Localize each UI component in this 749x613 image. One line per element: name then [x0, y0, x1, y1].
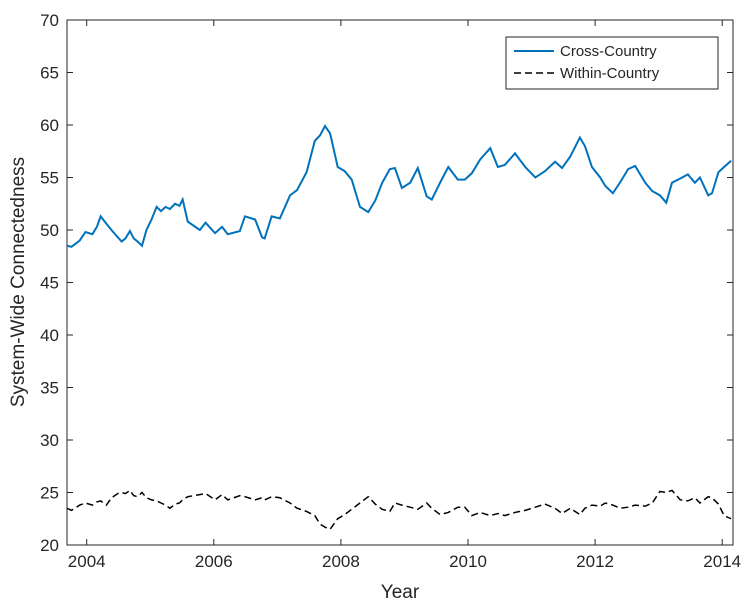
y-tick-label: 35	[40, 379, 59, 398]
data-line	[66, 124, 732, 248]
x-axis-label: Year	[381, 582, 420, 603]
legend-label: Cross-Country	[560, 43, 657, 60]
legend-label: Within-Country	[560, 65, 660, 82]
plot-area	[66, 19, 734, 546]
y-tick-label: 65	[40, 64, 59, 83]
y-axis-label: System-Wide Connectedness	[8, 157, 29, 407]
data-line	[66, 489, 732, 531]
y-tick-label: 20	[40, 536, 59, 555]
y-tick-label: 55	[40, 169, 59, 188]
y-tick-label: 45	[40, 274, 59, 293]
x-tick-label: 2014	[703, 552, 741, 571]
y-tick-label: 40	[40, 326, 59, 345]
x-tick-label: 2012	[576, 552, 614, 571]
y-tick-label: 70	[40, 11, 59, 30]
y-tick-label: 30	[40, 431, 59, 450]
x-tick-label: 2004	[68, 552, 106, 571]
x-tick-label: 2008	[322, 552, 360, 571]
y-tick-label: 25	[40, 484, 59, 503]
y-tick-label: 50	[40, 221, 59, 240]
legend-box	[505, 36, 719, 90]
legend: Cross-Country Within-Country	[505, 36, 719, 90]
y-tick-label: 60	[40, 116, 59, 135]
x-tick-label: 2010	[449, 552, 487, 571]
x-tick-label: 2006	[195, 552, 233, 571]
